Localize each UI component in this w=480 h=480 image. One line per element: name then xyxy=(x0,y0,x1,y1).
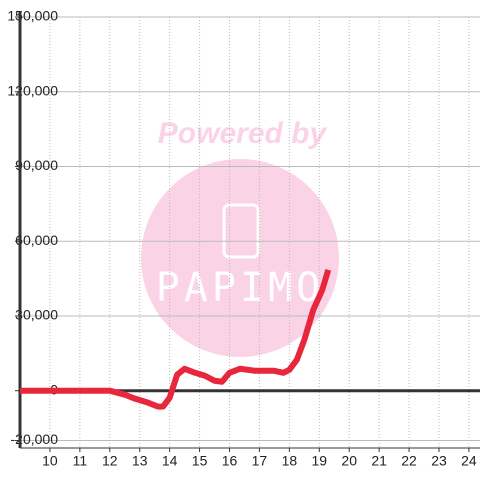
watermark-icon xyxy=(222,203,260,259)
x-tick-label: 12 xyxy=(102,453,118,469)
x-tick-label: 19 xyxy=(311,453,327,469)
series-line xyxy=(20,269,332,410)
y-tick-label: 150,000 xyxy=(7,8,58,24)
y-tick-label: 120,000 xyxy=(7,82,58,98)
plot xyxy=(20,269,332,410)
watermark-logo: PAPIMO xyxy=(156,265,325,311)
x-tick-label: 11 xyxy=(73,453,88,469)
x-tick-label: 23 xyxy=(431,453,447,469)
y-tick-label: 90,000 xyxy=(15,157,58,173)
x-tick-label: 15 xyxy=(192,453,208,469)
x-tick-label: 18 xyxy=(282,453,298,469)
y-tick-label: 30,000 xyxy=(15,307,58,323)
x-tick-label: 16 xyxy=(222,453,238,469)
x-tick-label: 21 xyxy=(371,453,387,469)
x-tick-label: 20 xyxy=(341,453,357,469)
watermark-text: Powered by xyxy=(158,117,328,150)
x-tick-label: 22 xyxy=(401,453,417,469)
y-tick-label: -20,000 xyxy=(11,431,59,447)
x-tick-label: 24 xyxy=(461,453,477,469)
x-tick-label: 13 xyxy=(132,453,148,469)
x-tick-label: 10 xyxy=(42,453,58,469)
x-tick-label: 17 xyxy=(252,453,268,469)
x-tick-label: 14 xyxy=(162,453,178,469)
y-tick-label: 60,000 xyxy=(15,232,58,248)
